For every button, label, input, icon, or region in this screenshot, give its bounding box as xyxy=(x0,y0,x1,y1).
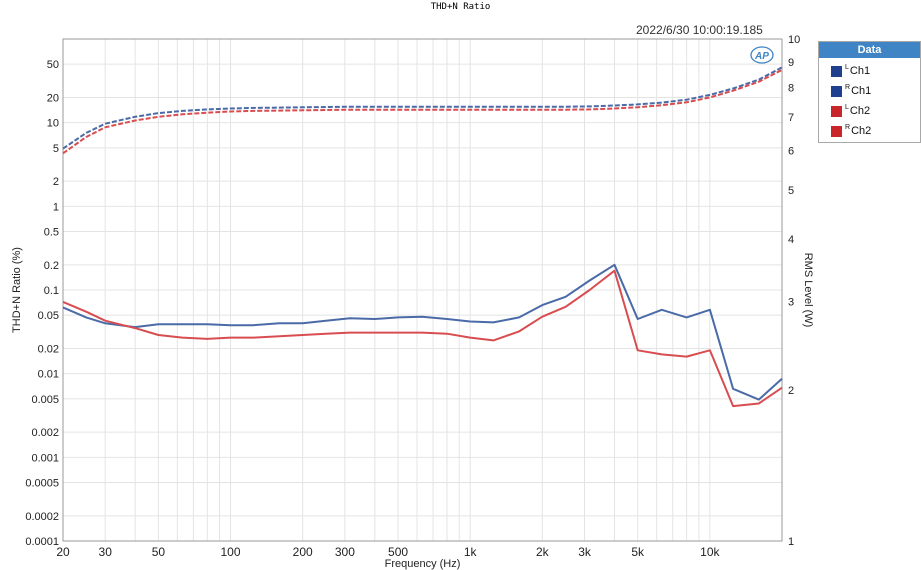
y-right-tick-label: 10 xyxy=(788,34,800,46)
legend-swatch xyxy=(831,125,842,137)
y-right-tick-label: 5 xyxy=(788,185,794,197)
legend-item-r-ch2[interactable]: RCh2 xyxy=(831,124,871,142)
y-left-tick-label: 0.1 xyxy=(44,285,59,297)
series-line-l-ch1 xyxy=(62,263,783,401)
legend-label: Ch1 xyxy=(851,85,872,97)
y-left-tick-label: 0.005 xyxy=(31,394,59,406)
y-right-tick-label: 4 xyxy=(788,234,794,246)
y-left-tick-label: 10 xyxy=(47,118,59,130)
y-left-tick-label: 20 xyxy=(47,92,59,104)
x-tick-label: 10k xyxy=(700,545,720,559)
y-left-tick-label: 1 xyxy=(53,201,59,213)
y-right-axis-label: RMS Level (W) xyxy=(802,253,814,328)
plot-frame xyxy=(62,38,783,542)
x-tick-label: 500 xyxy=(388,545,408,559)
y-left-tick-label: 0.0001 xyxy=(25,536,59,548)
y-left-tick-label: 0.0002 xyxy=(25,511,59,523)
legend-item-l-ch1[interactable]: LCh1 xyxy=(831,64,870,82)
series-line-l-ch2 xyxy=(62,269,783,408)
x-tick-label: 300 xyxy=(335,545,355,559)
legend: Data LCh1 RCh1 LCh2 RCh2 xyxy=(818,41,921,143)
x-tick-label: 50 xyxy=(152,545,166,559)
legend-title: Data xyxy=(819,42,920,58)
series-line-r-ch1 xyxy=(62,66,783,150)
chart-title: THD+N Ratio xyxy=(430,2,491,12)
y-right-tick-label: 6 xyxy=(788,145,794,157)
legend-sup: L xyxy=(845,104,849,111)
x-tick-label: 100 xyxy=(221,545,241,559)
legend-sup: L xyxy=(845,64,849,71)
y-left-tick-label: 0.5 xyxy=(44,227,59,239)
y-left-tick-label: 5 xyxy=(53,143,59,155)
x-tick-label: 2k xyxy=(536,545,550,559)
y-left-tick-label: 50 xyxy=(47,59,59,71)
x-tick-label: 30 xyxy=(99,545,113,559)
x-tick-label: 1k xyxy=(464,545,478,559)
y-right-tick-label: 2 xyxy=(788,385,794,397)
y-left-tick-label: 2 xyxy=(53,176,59,188)
x-axis-label: Frequency (Hz) xyxy=(385,558,461,570)
y-left-tick-label: 0.002 xyxy=(31,427,59,439)
y-left-tick-label: 0.0005 xyxy=(25,478,59,490)
ap-logo-text: AP xyxy=(754,51,769,62)
y-left-tick-label: 0.02 xyxy=(38,343,59,355)
y-right-tick-label: 9 xyxy=(788,57,794,69)
x-tick-label: 3k xyxy=(578,545,592,559)
x-tick-label: 200 xyxy=(293,545,313,559)
legend-sup: R xyxy=(845,84,851,91)
y-right-tick-label: 8 xyxy=(788,83,794,95)
legend-swatch xyxy=(831,65,842,77)
y-left-tick-label: 0.05 xyxy=(38,310,59,322)
legend-sup: R xyxy=(845,124,851,131)
legend-swatch xyxy=(831,105,842,117)
y-right-tick-label: 3 xyxy=(788,296,794,308)
legend-label: Ch2 xyxy=(851,125,872,137)
legend-swatch xyxy=(831,85,842,97)
legend-item-r-ch1[interactable]: RCh1 xyxy=(831,84,871,102)
series-line-r-ch2 xyxy=(62,69,783,155)
legend-item-l-ch2[interactable]: LCh2 xyxy=(831,104,870,122)
y-left-tick-label: 0.2 xyxy=(44,260,59,272)
legend-label: Ch1 xyxy=(849,65,871,77)
x-tick-label: 20 xyxy=(56,545,70,559)
legend-label: Ch2 xyxy=(849,105,871,117)
y-right-tick-label: 7 xyxy=(788,112,794,124)
y-left-tick-label: 0.001 xyxy=(31,452,59,464)
y-left-axis-label: THD+N Ratio (%) xyxy=(11,247,23,333)
x-tick-label: 5k xyxy=(631,545,645,559)
timestamp: 2022/6/30 10:00:19.185 xyxy=(636,23,763,37)
y-right-tick-label: 1 xyxy=(788,536,794,548)
y-left-tick-label: 0.01 xyxy=(38,369,59,381)
ap-logo-icon xyxy=(750,46,774,64)
